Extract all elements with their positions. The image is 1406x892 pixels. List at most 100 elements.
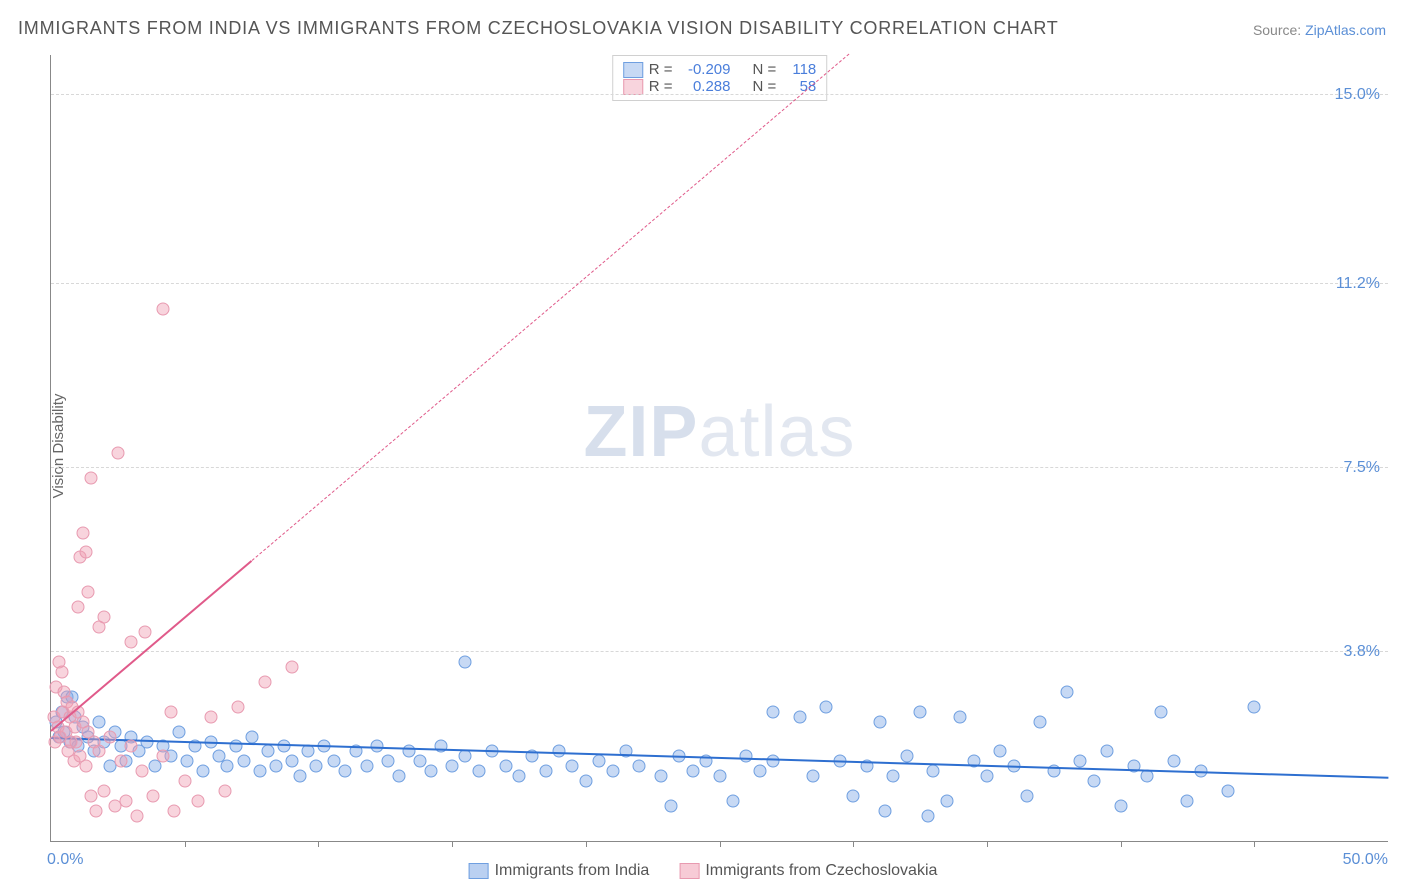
- y-tick-label: 15.0%: [1335, 86, 1380, 104]
- data-point: [807, 770, 820, 783]
- data-point: [245, 730, 258, 743]
- data-point: [459, 655, 472, 668]
- data-point: [93, 745, 106, 758]
- x-tick: [853, 841, 854, 847]
- gridline: [51, 651, 1388, 652]
- x-max-label: 50.0%: [1343, 851, 1388, 869]
- data-point: [392, 770, 405, 783]
- data-point: [218, 785, 231, 798]
- data-point: [98, 785, 111, 798]
- legend-label: Immigrants from India: [495, 862, 650, 880]
- data-point: [70, 735, 83, 748]
- data-point: [954, 710, 967, 723]
- data-point: [472, 765, 485, 778]
- data-point: [593, 755, 606, 768]
- legend-swatch: [623, 79, 643, 95]
- trend-line: [251, 54, 849, 561]
- data-point: [499, 760, 512, 773]
- data-point: [146, 790, 159, 803]
- source-link[interactable]: ZipAtlas.com: [1305, 22, 1386, 38]
- data-point: [181, 755, 194, 768]
- data-point: [459, 750, 472, 763]
- gridline: [51, 94, 1388, 95]
- data-point: [873, 715, 886, 728]
- data-point: [261, 745, 274, 758]
- data-point: [138, 626, 151, 639]
- data-point: [157, 302, 170, 315]
- data-point: [339, 765, 352, 778]
- data-point: [55, 665, 68, 678]
- data-point: [1061, 685, 1074, 698]
- data-point: [753, 765, 766, 778]
- data-point: [1168, 755, 1181, 768]
- data-point: [686, 765, 699, 778]
- r-label: R =: [649, 78, 673, 95]
- stats-legend-row: R =0.288N =58: [623, 78, 817, 95]
- data-point: [165, 705, 178, 718]
- data-point: [157, 750, 170, 763]
- data-point: [1087, 775, 1100, 788]
- data-point: [192, 795, 205, 808]
- data-point: [114, 755, 127, 768]
- data-point: [900, 750, 913, 763]
- data-point: [285, 755, 298, 768]
- data-point: [125, 636, 138, 649]
- data-point: [820, 700, 833, 713]
- n-value: 118: [782, 61, 816, 78]
- data-point: [85, 790, 98, 803]
- watermark: ZIPatlas: [583, 391, 855, 473]
- data-point: [922, 810, 935, 823]
- data-point: [328, 755, 341, 768]
- data-point: [994, 745, 1007, 758]
- data-point: [111, 446, 124, 459]
- source-prefix: Source:: [1253, 22, 1305, 38]
- data-point: [1021, 790, 1034, 803]
- data-point: [293, 770, 306, 783]
- n-label: N =: [753, 61, 777, 78]
- data-point: [232, 700, 245, 713]
- data-point: [1034, 715, 1047, 728]
- data-point: [360, 760, 373, 773]
- y-tick-label: 3.8%: [1344, 643, 1380, 661]
- data-point: [654, 770, 667, 783]
- x-tick: [1254, 841, 1255, 847]
- gridline: [51, 467, 1388, 468]
- legend-label: Immigrants from Czechoslovakia: [705, 862, 937, 880]
- series-legend: Immigrants from India Immigrants from Cze…: [469, 862, 938, 880]
- data-point: [130, 810, 143, 823]
- data-point: [606, 765, 619, 778]
- data-point: [309, 760, 322, 773]
- data-point: [446, 760, 459, 773]
- x-tick: [318, 841, 319, 847]
- data-point: [766, 705, 779, 718]
- data-point: [539, 765, 552, 778]
- legend-item: Immigrants from Czechoslovakia: [679, 862, 937, 880]
- gridline: [51, 283, 1388, 284]
- data-point: [1154, 705, 1167, 718]
- data-point: [980, 770, 993, 783]
- legend-swatch: [623, 62, 643, 78]
- watermark-bold: ZIP: [583, 392, 698, 472]
- data-point: [77, 526, 90, 539]
- data-point: [793, 710, 806, 723]
- data-point: [82, 586, 95, 599]
- data-point: [847, 790, 860, 803]
- data-point: [940, 795, 953, 808]
- data-point: [253, 765, 266, 778]
- watermark-rest: atlas: [698, 392, 855, 472]
- data-point: [381, 755, 394, 768]
- chart-title: IMMIGRANTS FROM INDIA VS IMMIGRANTS FROM…: [18, 18, 1059, 39]
- data-point: [579, 775, 592, 788]
- data-point: [103, 730, 116, 743]
- x-tick: [586, 841, 587, 847]
- x-tick: [720, 841, 721, 847]
- data-point: [119, 795, 132, 808]
- data-point: [269, 760, 282, 773]
- x-tick: [987, 841, 988, 847]
- data-point: [79, 546, 92, 559]
- data-point: [740, 750, 753, 763]
- data-point: [927, 765, 940, 778]
- data-point: [726, 795, 739, 808]
- r-value: 0.288: [679, 78, 731, 95]
- data-point: [1074, 755, 1087, 768]
